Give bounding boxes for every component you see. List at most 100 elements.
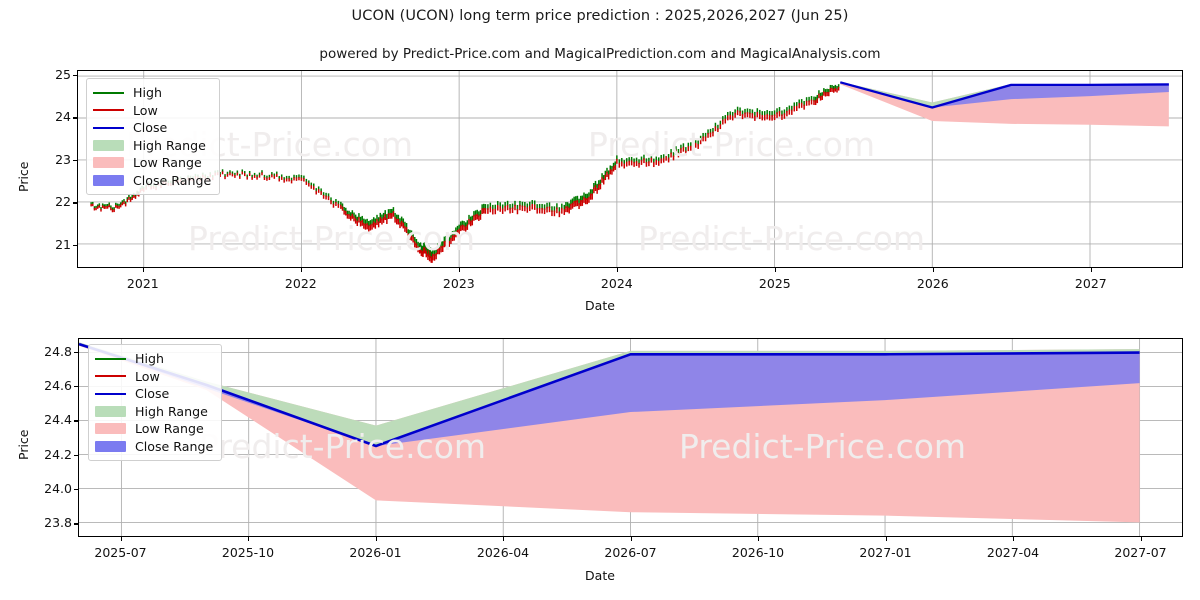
legend-patch-swatch xyxy=(93,175,124,186)
y-tick-label: 24.2 xyxy=(30,447,72,462)
legend-patch-swatch xyxy=(93,157,124,168)
x-tick-label: 2025-07 xyxy=(76,545,166,560)
bottom-chart-legend: HighLowCloseHigh RangeLow RangeClose Ran… xyxy=(88,344,222,461)
x-tick-mark xyxy=(758,537,759,541)
x-tick-label: 2025-10 xyxy=(203,545,293,560)
page-title: UCON (UCON) long term price prediction :… xyxy=(0,8,1200,24)
x-tick-mark xyxy=(301,268,302,272)
x-tick-label: 2026-07 xyxy=(586,545,676,560)
y-tick-label: 24.8 xyxy=(30,344,72,359)
y-tick-mark xyxy=(74,352,78,353)
y-tick-label: 24.0 xyxy=(30,481,72,496)
legend-item-low-range[interactable]: Low Range xyxy=(95,420,213,438)
bottom-y-axis-label: Price xyxy=(16,430,31,461)
legend-label: Close Range xyxy=(135,438,213,456)
x-tick-mark xyxy=(933,268,934,272)
x-tick-label: 2026 xyxy=(888,276,978,291)
y-tick-mark xyxy=(74,489,78,490)
y-tick-mark xyxy=(74,523,78,524)
legend-line-swatch xyxy=(93,92,124,94)
legend-label: High xyxy=(135,350,164,368)
legend-label: Low xyxy=(135,368,160,386)
x-tick-label: 2027-04 xyxy=(968,545,1058,560)
x-tick-mark xyxy=(631,537,632,541)
y-tick-label: 22 xyxy=(29,194,71,209)
legend-label: Close Range xyxy=(133,172,211,190)
bottom-x-axis-label: Date xyxy=(0,568,1200,583)
legend-item-low[interactable]: Low xyxy=(93,102,211,120)
y-tick-label: 24.4 xyxy=(30,412,72,427)
legend-label: High xyxy=(133,84,162,102)
y-tick-label: 24.6 xyxy=(30,378,72,393)
x-tick-label: 2026-10 xyxy=(713,545,803,560)
legend-line-swatch xyxy=(93,127,124,129)
y-tick-mark xyxy=(73,202,77,203)
x-tick-label: 2023 xyxy=(414,276,504,291)
legend-label: High Range xyxy=(133,137,206,155)
x-tick-mark xyxy=(121,537,122,541)
top-chart-panel: Price Predict-Price.com Predict-Price.co… xyxy=(0,62,1200,320)
y-tick-mark xyxy=(73,245,77,246)
legend-patch-swatch xyxy=(95,441,126,452)
legend-label: High Range xyxy=(135,403,208,421)
x-tick-label: 2026-04 xyxy=(458,545,548,560)
x-tick-label: 2027-07 xyxy=(1096,545,1186,560)
top-chart-svg xyxy=(78,71,1182,267)
y-tick-mark xyxy=(74,386,78,387)
legend-patch-swatch xyxy=(93,140,124,151)
legend-line-swatch xyxy=(95,375,126,377)
legend-item-close-range[interactable]: Close Range xyxy=(95,438,213,456)
top-x-axis-label: Date xyxy=(0,298,1200,313)
bottom-plot-area: Predict-Price.com Predict-Price.com xyxy=(78,338,1183,537)
legend-patch-swatch xyxy=(95,406,126,417)
y-tick-mark xyxy=(73,75,77,76)
legend-line-swatch xyxy=(95,393,126,395)
legend-item-close[interactable]: Close xyxy=(95,385,213,403)
x-tick-mark xyxy=(1141,537,1142,541)
x-tick-mark xyxy=(459,268,460,272)
legend-item-high-range[interactable]: High Range xyxy=(93,137,211,155)
x-tick-label: 2022 xyxy=(256,276,346,291)
legend-item-low-range[interactable]: Low Range xyxy=(93,154,211,172)
legend-item-close[interactable]: Close xyxy=(93,119,211,137)
x-tick-mark xyxy=(1091,268,1092,272)
y-tick-mark xyxy=(73,160,77,161)
x-tick-mark xyxy=(248,537,249,541)
page-subtitle: powered by Predict-Price.com and Magical… xyxy=(0,46,1200,62)
top-plot-area: Predict-Price.com Predict-Price.com Pred… xyxy=(77,70,1183,268)
x-tick-label: 2026-01 xyxy=(331,545,421,560)
y-tick-mark xyxy=(74,420,78,421)
y-tick-mark xyxy=(74,455,78,456)
legend-item-close-range[interactable]: Close Range xyxy=(93,172,211,190)
y-tick-label: 23.8 xyxy=(30,515,72,530)
y-tick-label: 24 xyxy=(29,109,71,124)
x-tick-label: 2025 xyxy=(730,276,820,291)
legend-line-swatch xyxy=(93,109,124,111)
legend-item-high-range[interactable]: High Range xyxy=(95,403,213,421)
y-tick-mark xyxy=(73,117,77,118)
legend-item-high[interactable]: High xyxy=(93,84,211,102)
bottom-chart-svg xyxy=(79,339,1182,536)
legend-item-high[interactable]: High xyxy=(95,350,213,368)
x-tick-mark xyxy=(1013,537,1014,541)
x-tick-label: 2027 xyxy=(1046,276,1136,291)
y-tick-label: 23 xyxy=(29,152,71,167)
x-tick-mark xyxy=(376,537,377,541)
legend-item-low[interactable]: Low xyxy=(95,368,213,386)
y-tick-label: 25 xyxy=(29,67,71,82)
y-tick-label: 21 xyxy=(29,237,71,252)
legend-label: Low Range xyxy=(133,154,202,172)
legend-line-swatch xyxy=(95,358,126,360)
x-tick-mark xyxy=(617,268,618,272)
chart-page: UCON (UCON) long term price prediction :… xyxy=(0,0,1200,600)
x-tick-mark xyxy=(886,537,887,541)
legend-label: Low xyxy=(133,102,158,120)
legend-label: Close xyxy=(133,119,167,137)
x-tick-mark xyxy=(143,268,144,272)
x-tick-label: 2021 xyxy=(98,276,188,291)
top-chart-legend: HighLowCloseHigh RangeLow RangeClose Ran… xyxy=(86,78,220,195)
legend-label: Close xyxy=(135,385,169,403)
bottom-chart-panel: Price Predict-Price.com Predict-Price.co… xyxy=(0,330,1200,598)
x-tick-label: 2027-01 xyxy=(841,545,931,560)
x-tick-label: 2024 xyxy=(572,276,662,291)
